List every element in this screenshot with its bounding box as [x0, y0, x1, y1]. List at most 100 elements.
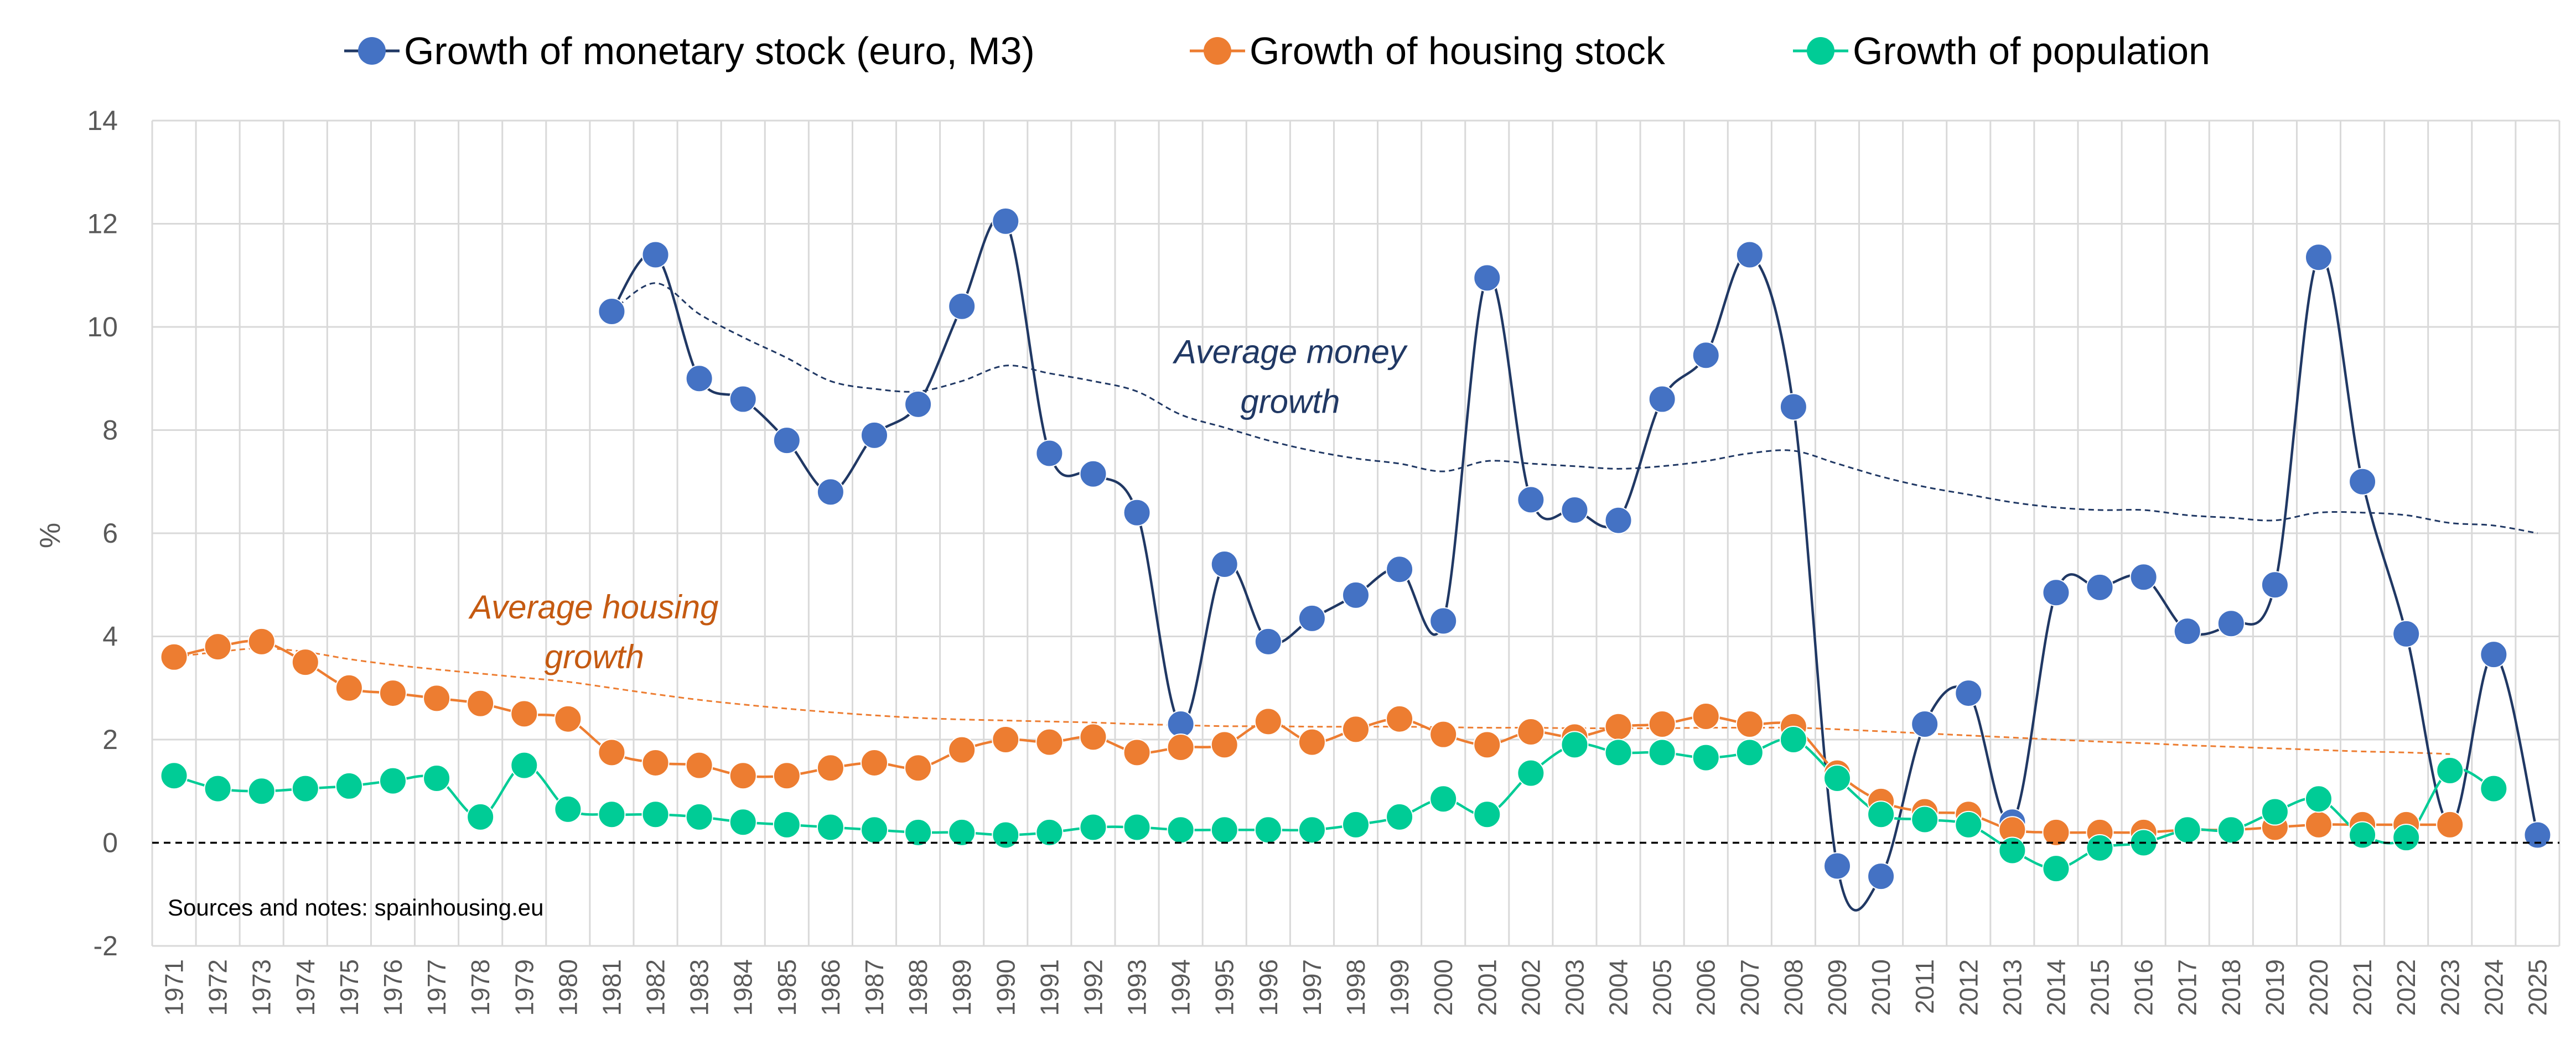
- x-tick-label: 2010: [1867, 959, 1895, 1016]
- series-1-point: [1517, 718, 1545, 746]
- x-tick-label: 2021: [2348, 959, 2377, 1016]
- series-1-point: [816, 754, 844, 782]
- series-2-point: [1210, 816, 1238, 844]
- x-tick-label: 1984: [729, 959, 758, 1016]
- x-tick-label: 1981: [597, 959, 626, 1016]
- series-0-point: [1254, 627, 1282, 656]
- legend-label-1: Growth of housing stock: [1250, 29, 1666, 72]
- series-0-point: [1298, 604, 1326, 632]
- series-0-point: [2480, 641, 2508, 669]
- series-0-point: [816, 478, 844, 506]
- series-2-point: [1123, 813, 1151, 841]
- series-0-point: [1648, 385, 1676, 413]
- series-1-point: [510, 700, 538, 728]
- series-1-point: [598, 738, 626, 767]
- series-0-point: [1342, 581, 1370, 609]
- series-1-point: [1167, 733, 1195, 761]
- x-tick-label: 1994: [1167, 959, 1195, 1016]
- series-1-point: [861, 748, 888, 777]
- y-tick-label: 14: [87, 105, 118, 136]
- series-0-point: [1035, 439, 1064, 467]
- series-1-point: [773, 762, 801, 790]
- series-1-point: [1254, 708, 1282, 736]
- series-1-point: [729, 762, 757, 790]
- series-2-point: [2305, 785, 2333, 813]
- series-2-point: [160, 762, 188, 790]
- series-0-point: [1123, 498, 1151, 527]
- series-2-point: [773, 810, 801, 839]
- x-tick-label: 1972: [204, 959, 232, 1016]
- y-tick-label: 2: [102, 724, 118, 755]
- series-2-point: [816, 813, 844, 841]
- series-2-point: [641, 800, 670, 829]
- series-0-point: [2523, 821, 2552, 849]
- series-1-point: [2305, 810, 2333, 839]
- series-2-point: [1561, 731, 1589, 759]
- x-tick-label: 1991: [1035, 959, 1064, 1016]
- x-tick-label: 1989: [947, 959, 976, 1016]
- series-1-point: [160, 643, 188, 671]
- series-0-point: [2173, 617, 2201, 646]
- series-2-point: [247, 777, 276, 805]
- average-line-0: [611, 282, 2538, 534]
- series-0-point: [2042, 579, 2070, 607]
- x-tick-label: 2006: [1692, 959, 1720, 1016]
- series-2-point: [1867, 800, 1895, 829]
- series-0-point: [1079, 460, 1107, 488]
- legend-marker-2: [1807, 37, 1834, 65]
- legend-marker-1: [1204, 37, 1231, 65]
- y-tick-label: -2: [94, 930, 118, 961]
- x-tick-label: 1973: [247, 959, 276, 1016]
- series-2-point: [510, 751, 538, 779]
- series-0-point: [1779, 393, 1807, 421]
- series-2-point: [467, 803, 495, 831]
- series-2-point: [1298, 816, 1326, 844]
- series-2-point: [861, 816, 888, 844]
- x-tick-label: 1995: [1210, 959, 1239, 1016]
- series-2-point: [291, 774, 319, 803]
- y-tick-label: 8: [102, 415, 118, 446]
- series-2-point: [1955, 810, 1983, 839]
- series-1-point: [1298, 728, 1326, 756]
- source-note: Sources and notes: spainhousing.eu: [168, 894, 544, 920]
- series-0-point: [729, 385, 757, 413]
- series-0-point: [685, 365, 713, 393]
- series-0-point: [1823, 852, 1851, 880]
- series-2-point: [379, 767, 407, 795]
- series-0-point: [2392, 620, 2420, 648]
- series-0-point: [1955, 679, 1983, 708]
- series-1-point: [1692, 703, 1720, 731]
- x-tick-label: 2000: [1429, 959, 1458, 1016]
- y-tick-label: 10: [87, 311, 118, 342]
- x-tick-label: 2019: [2261, 959, 2289, 1016]
- series-lines: [173, 215, 2539, 912]
- series-2-point: [2086, 834, 2114, 862]
- series-2-point: [1911, 805, 1939, 834]
- series-line-0: [610, 215, 2539, 912]
- x-tick-label: 2002: [1516, 959, 1545, 1016]
- y-tick-label: 6: [102, 518, 118, 549]
- series-1-point: [291, 648, 319, 677]
- series-1-point: [641, 748, 670, 777]
- series-1-point: [1429, 720, 1458, 748]
- x-tick-label: 1985: [773, 959, 801, 1016]
- series-0-point: [2261, 571, 2289, 599]
- x-tick-label: 1983: [685, 959, 714, 1016]
- x-tick-label: 1990: [991, 959, 1020, 1016]
- series-2-point: [2042, 855, 2070, 883]
- series-2-point: [423, 764, 451, 792]
- series-1-point: [2042, 818, 2070, 846]
- series-2-point: [1735, 738, 1764, 767]
- series-2-point: [1167, 816, 1195, 844]
- series-2-point: [1779, 726, 1807, 753]
- series-0-point: [1735, 241, 1764, 269]
- series-2-point: [1517, 759, 1545, 787]
- series-0-point: [1604, 506, 1632, 534]
- series-2-point: [335, 772, 363, 800]
- x-tick-label: 2014: [2041, 959, 2070, 1016]
- x-tick-label: 2009: [1823, 959, 1852, 1016]
- series-2-point: [2261, 798, 2289, 826]
- series-0-point: [2349, 467, 2377, 496]
- series-1-point: [685, 751, 713, 779]
